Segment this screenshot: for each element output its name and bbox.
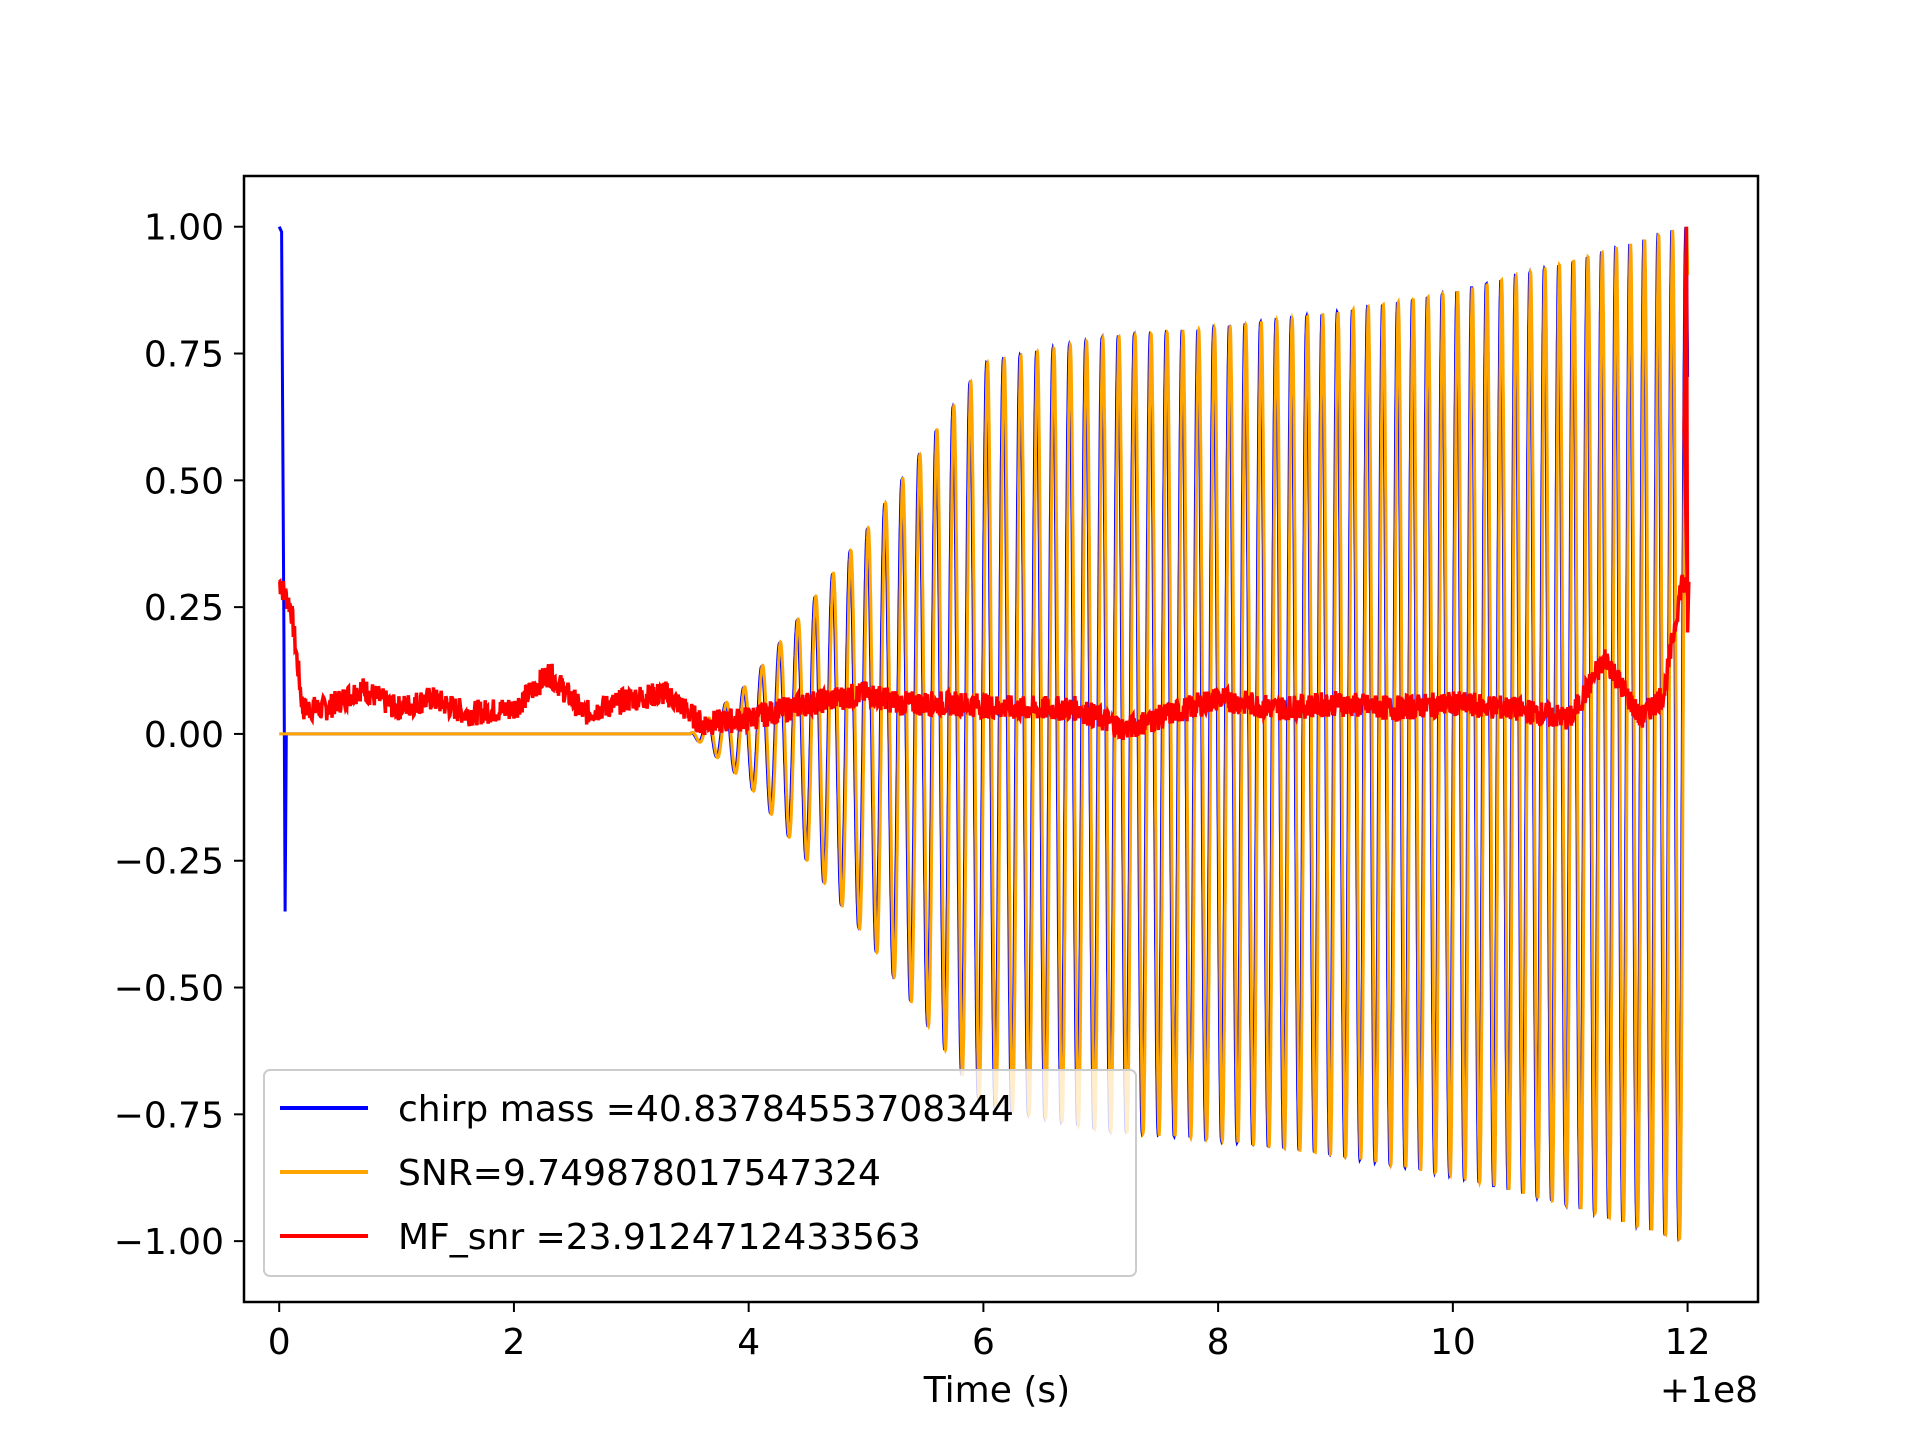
y-tick-label: 0.25 xyxy=(144,588,224,629)
legend-box xyxy=(263,1069,1137,1277)
y-tick-label: 0.75 xyxy=(144,335,224,376)
y-tick-label: −0.50 xyxy=(114,969,224,1010)
legend: chirp mass =40.83784553708344 SNR=9.74987… xyxy=(263,1069,1137,1277)
series-line-snr xyxy=(279,226,1690,1242)
x-tick-label: 8 xyxy=(1207,1322,1230,1363)
y-axis: 1.00 0.75 0.50 0.25 0.00 −0.25 −0.50 −0.75 −1.00 xyxy=(114,208,244,1263)
x-tick-label: 4 xyxy=(737,1322,760,1363)
legend-label: SNR=9.749878017547324 xyxy=(398,1153,881,1194)
x-tick-label: 10 xyxy=(1430,1322,1476,1363)
axes-frame xyxy=(242,174,1760,1304)
series-line-mf-snr xyxy=(278,226,1691,741)
legend-label: MF_snr =23.9124712433563 xyxy=(398,1217,921,1258)
x-tick-label: 6 xyxy=(972,1322,995,1363)
y-tick-label: −0.25 xyxy=(114,842,224,883)
plot-area xyxy=(277,226,1691,1242)
x-tick-label: 2 xyxy=(502,1322,525,1363)
y-tick-label: 0.00 xyxy=(144,715,224,756)
x-axis-label: Time (s) xyxy=(923,1370,1070,1411)
y-tick-label: 0.50 xyxy=(144,461,224,502)
x-axis-offset-label: +1e8 xyxy=(1660,1370,1758,1411)
x-tick-label: 0 xyxy=(268,1322,291,1363)
x-tick-label: 12 xyxy=(1665,1322,1711,1363)
x-axis: 0 2 4 6 8 10 12 xyxy=(268,1302,1711,1363)
y-tick-label: −1.00 xyxy=(114,1222,224,1263)
legend-label: chirp mass =40.83784553708344 xyxy=(398,1089,1014,1130)
y-tick-label: −0.75 xyxy=(114,1095,224,1136)
y-tick-label: 1.00 xyxy=(144,208,224,249)
